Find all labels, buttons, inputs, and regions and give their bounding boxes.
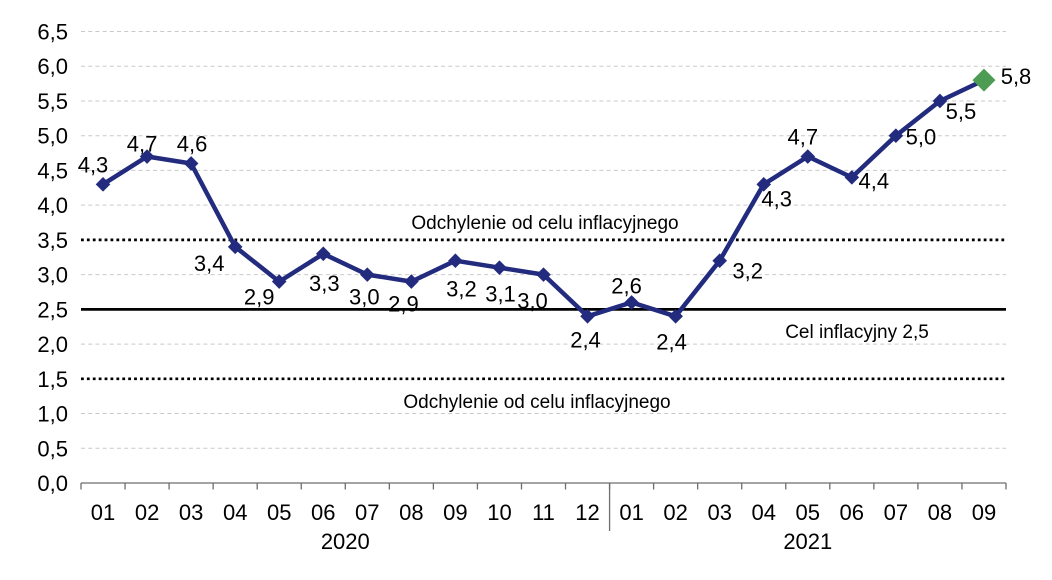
data-label: 4,6 [177,132,208,157]
month-label: 01 [91,500,115,525]
x-axis [80,482,1007,531]
month-label: 09 [443,500,467,525]
y-tick-label: 0,0 [37,471,68,496]
data-label: 4,7 [127,132,158,157]
x-axis-labels: 01 02 03 04 05 06 07 08 09 10 11 12 01 02 03 04 05 06 07 08… [91,500,996,554]
y-tick-label: 4,5 [37,158,68,183]
month-label: 08 [399,500,423,525]
last-point-marker [972,68,996,92]
data-label: 4,3 [78,152,109,177]
year-label: 2020 [321,529,370,554]
point-marker [800,149,816,164]
month-label: 07 [355,500,379,525]
data-label: 4,4 [859,168,890,193]
month-label: 04 [223,500,247,525]
data-label: 3,3 [309,271,340,296]
data-label: 3,2 [446,277,477,302]
month-label: 03 [707,500,731,525]
month-label: 06 [840,500,864,525]
point-marker [360,267,375,282]
y-tick-label: 2,5 [37,297,68,322]
data-label: 3,4 [194,251,225,276]
point-marker [932,93,948,109]
y-tick-label: 1,5 [37,367,68,392]
data-label: 3,0 [517,289,548,314]
point-marker [139,149,155,164]
y-tick-label: 5,0 [37,124,68,149]
point-marker [624,295,639,310]
data-label: 3,0 [349,285,380,310]
point-marker [492,260,507,275]
month-label: 10 [487,500,511,525]
y-axis-labels: 0,0 0,5 1,0 1,5 2,0 2,5 3,0 3,5 4,0 4,5 5,0 5,5 6,0 6… [37,20,68,497]
month-label: 06 [311,500,335,525]
data-label: 4,7 [788,125,819,150]
month-label: 01 [619,500,643,525]
month-label: 12 [575,500,599,525]
reference-annotation: Odchylenie od celu inflacyjnego [411,213,678,234]
month-label: 02 [135,500,159,525]
point-marker [448,253,463,269]
point-marker [536,267,551,282]
data-labels: 4,34,7 4,63,42,93,33,0 2,93,2 3,1 3,02,42,62… [78,64,1032,354]
data-label: 3,2 [732,259,763,284]
point-marker [227,239,243,255]
point-marker [183,156,199,171]
reference-annotation: Cel inflacyjny 2,5 [785,322,929,343]
point-marker [315,246,331,262]
month-label: 08 [928,500,952,525]
point-marker [844,170,860,185]
point-marker [404,274,419,289]
point-marker [668,308,683,324]
y-tick-label: 1,0 [37,402,68,427]
data-label: 2,4 [570,327,601,352]
data-label: 2,9 [388,292,419,317]
reference-annotation: Odchylenie od celu inflacyjnego [403,392,670,413]
month-label: 09 [972,500,996,525]
data-label: 5,8 [1001,64,1032,89]
data-label: 4,3 [761,186,792,211]
point-marker [756,177,772,192]
y-tick-label: 6,0 [37,54,68,79]
year-label: 2021 [783,529,832,554]
data-label: 2,6 [611,273,642,298]
point-marker [271,274,287,289]
data-label: 5,0 [906,125,937,150]
y-tick-label: 2,0 [37,332,68,357]
data-label: 5,5 [946,99,977,124]
point-marker [712,253,727,269]
y-tick-label: 5,5 [37,89,68,114]
data-label: 2,4 [656,329,687,354]
y-tick-label: 4,0 [37,193,68,218]
month-label: 05 [267,500,291,525]
data-label: 2,9 [244,285,275,310]
month-label: 11 [532,500,555,525]
annotations: Odchylenie od celu inflacyjnego Cel infla… [403,213,928,413]
y-tick-label: 3,5 [37,228,68,253]
y-tick-label: 0,5 [37,436,68,461]
month-label: 05 [796,500,820,525]
series-markers [95,68,996,324]
month-label: 07 [884,500,908,525]
point-marker [888,128,904,143]
y-tick-label: 3,0 [37,263,68,288]
gridlines [81,31,1006,449]
month-label: 03 [179,500,203,525]
y-tick-label: 6,5 [37,20,68,45]
month-label: 02 [663,500,687,525]
point-marker [580,308,595,324]
month-label: 04 [751,500,775,525]
data-label: 3,1 [485,282,516,307]
point-marker [95,177,111,192]
